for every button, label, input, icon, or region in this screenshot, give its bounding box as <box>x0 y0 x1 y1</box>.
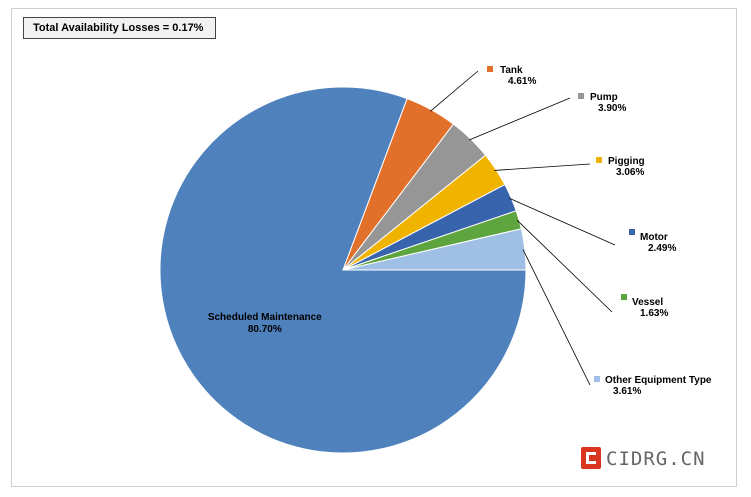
chart-title: Total Availability Losses = 0.17% <box>23 17 216 39</box>
legend-marker <box>629 229 635 235</box>
callout-label-name: Pigging <box>608 156 645 167</box>
callout-label-value: 3.06% <box>616 167 644 178</box>
pie-slice-scheduled-maintenance <box>159 86 527 454</box>
callout-label-value: 1.63% <box>640 308 668 319</box>
leader-line <box>509 197 616 246</box>
legend-marker <box>578 93 584 99</box>
leader-line <box>469 97 571 141</box>
callout-label-name: Tank <box>500 65 523 76</box>
leader-line <box>522 249 591 386</box>
callout-label-name: Other Equipment Type <box>605 375 712 386</box>
callout-label-value: 4.61% <box>508 76 536 87</box>
callout-label-value: 3.90% <box>598 103 626 114</box>
callout-label-value: 2.49% <box>648 243 676 254</box>
callout-label-name: Vessel <box>632 297 663 308</box>
callout-label-name: Motor <box>640 232 668 243</box>
leader-line <box>430 70 479 112</box>
slice-label-name: Scheduled Maintenance <box>208 312 322 323</box>
leader-line <box>494 163 591 171</box>
pie-slice-other-equipment-type <box>342 228 527 271</box>
slice-label-value: 80.70% <box>248 324 282 335</box>
legend-marker <box>596 157 602 163</box>
watermark-text: CIDRG.CN <box>606 448 706 470</box>
legend-marker <box>594 376 600 382</box>
callout-label-value: 3.61% <box>613 386 641 397</box>
legend-marker <box>621 294 627 300</box>
cidrg-logo-icon <box>581 447 601 469</box>
leader-line <box>516 219 613 313</box>
callout-label-name: Pump <box>590 92 618 103</box>
legend-marker <box>487 66 493 72</box>
